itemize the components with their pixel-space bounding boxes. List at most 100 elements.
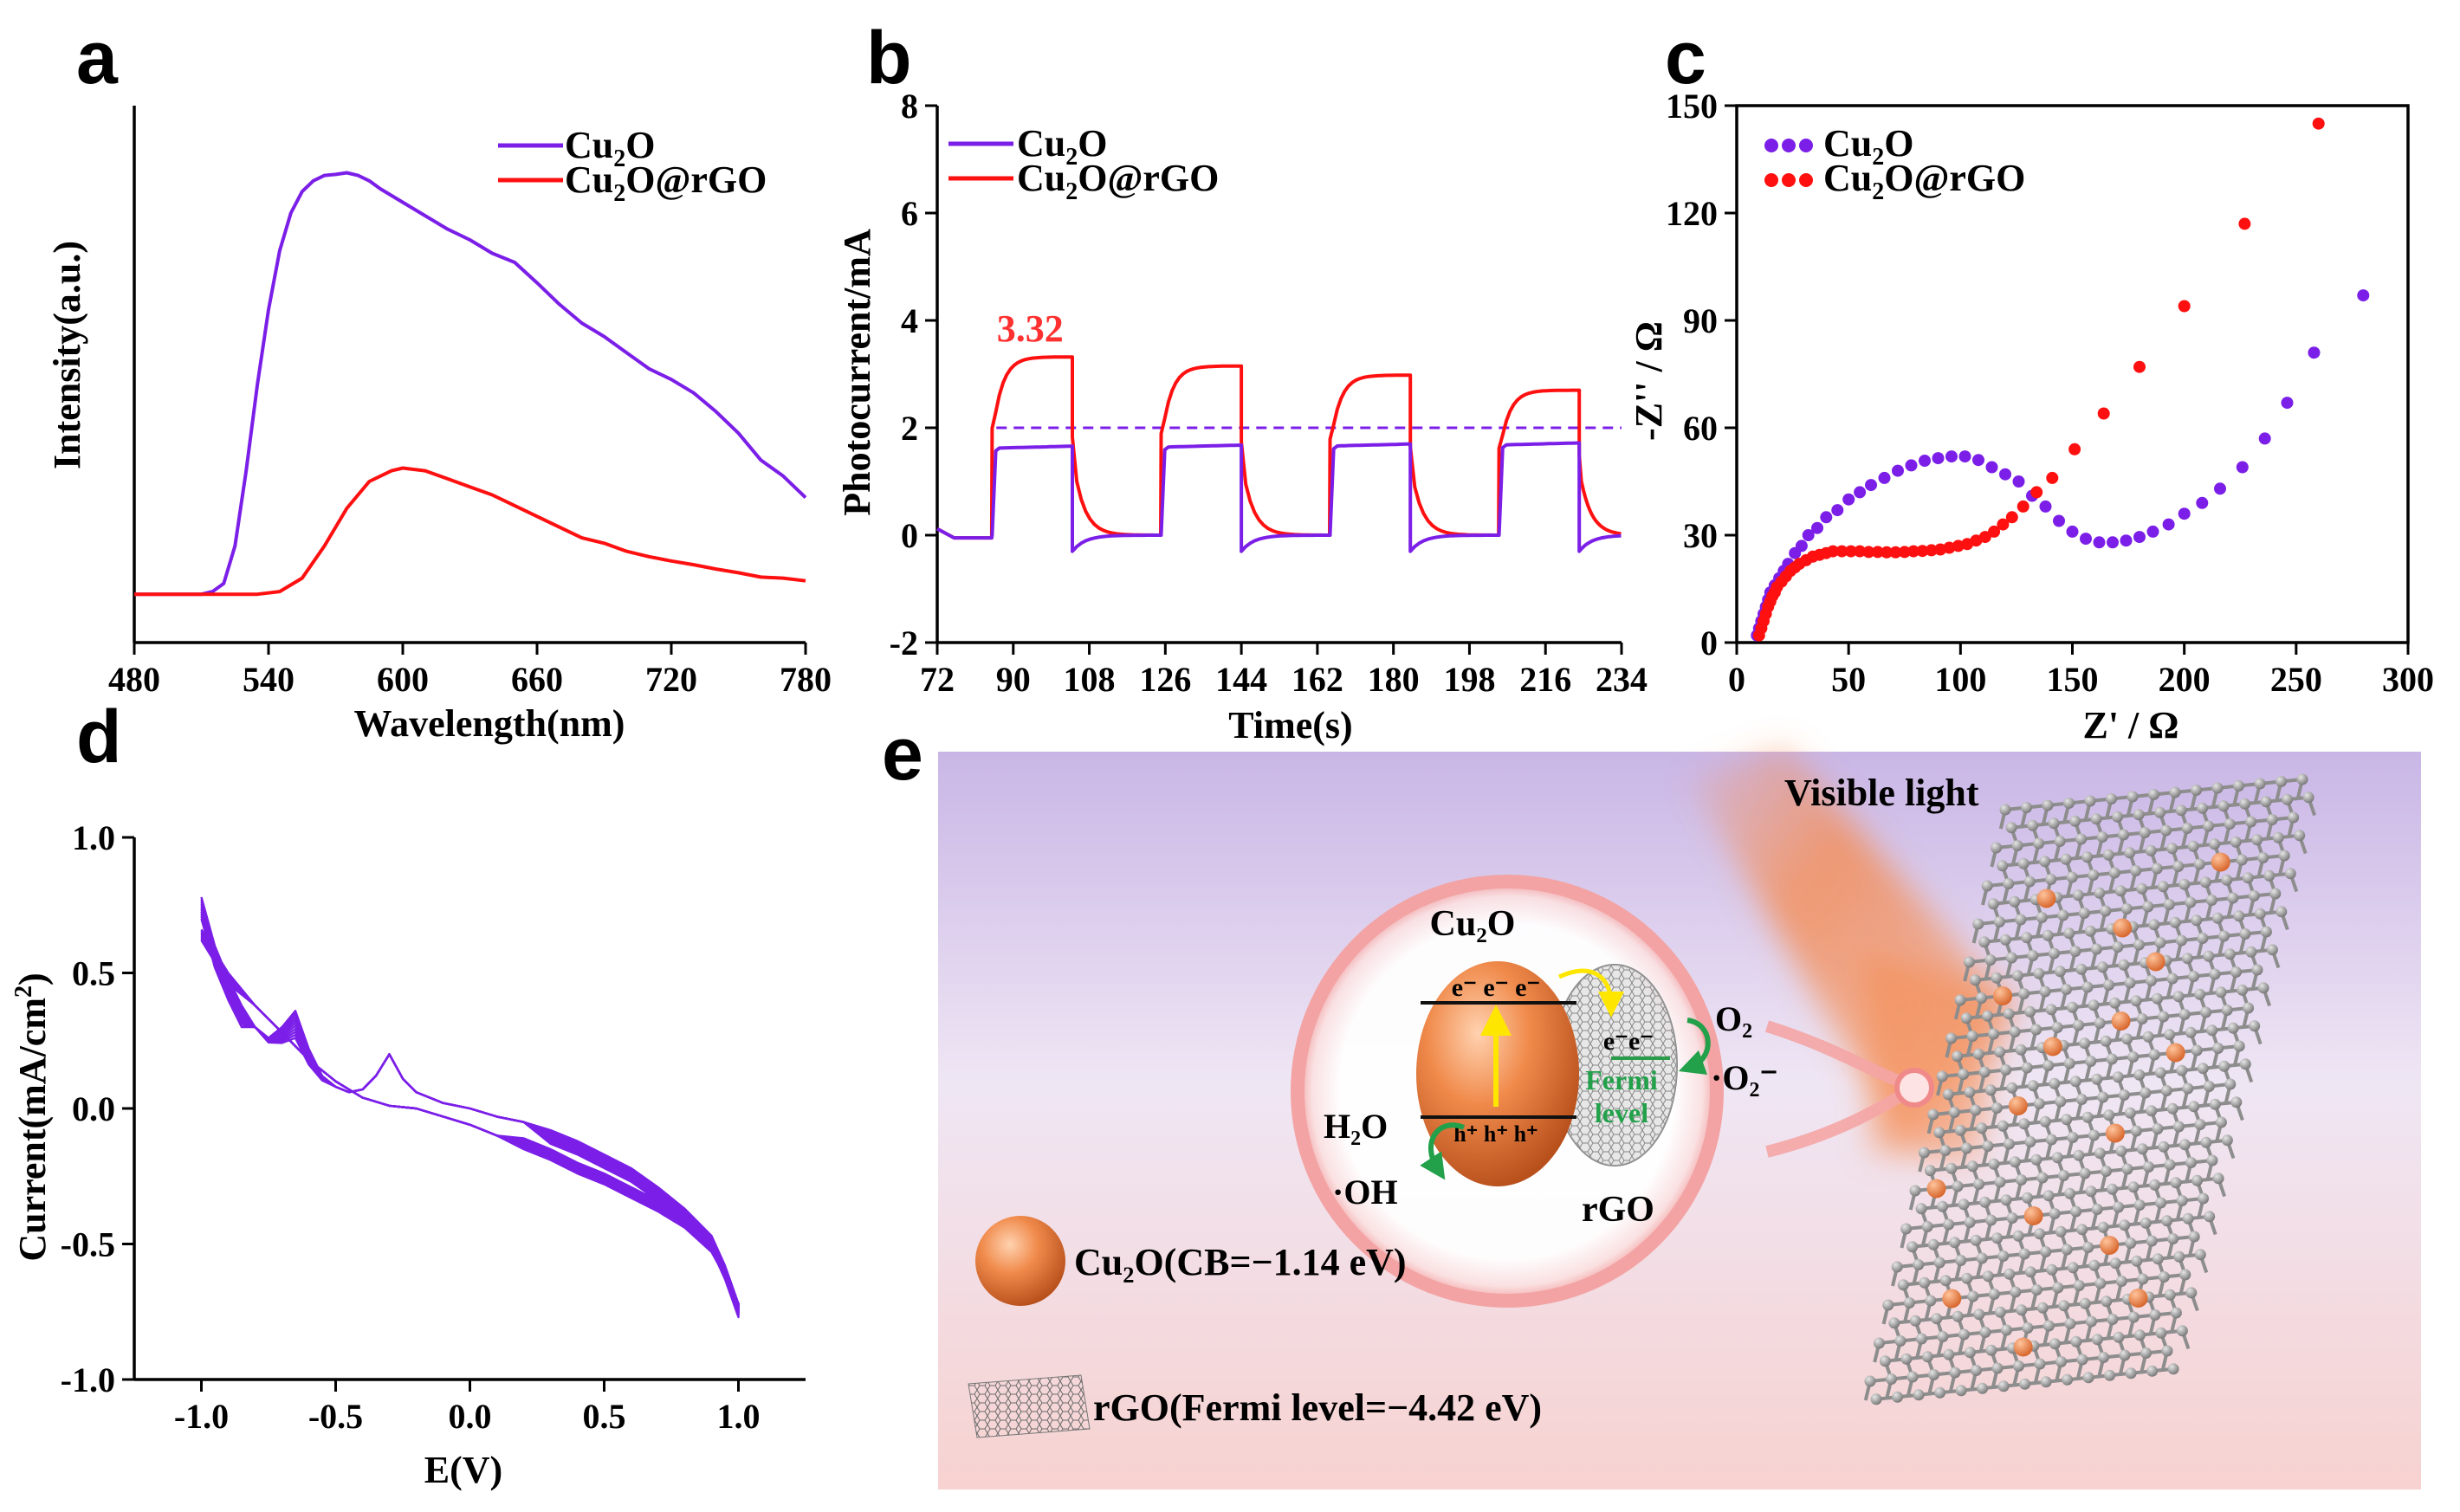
carbon-atom [1988, 1158, 2000, 1170]
carbon-atom [2112, 1071, 2124, 1083]
carbon-atom [1900, 1353, 1913, 1365]
carbon-atom [2049, 1208, 2061, 1219]
carbon-atom [2076, 1354, 2088, 1366]
carbon-atom [2021, 802, 2032, 813]
cu2o-nanoparticle [2113, 918, 2133, 938]
carbon-atom [2221, 1134, 2233, 1147]
carbon-atom [2133, 1069, 2146, 1081]
carbon-atom [2005, 822, 2017, 834]
cb-electrons: e⁻ e⁻ e⁻ [1452, 973, 1540, 1002]
carbon-atom [2113, 1201, 2125, 1213]
carbon-atom [2209, 838, 2221, 850]
carbon-atom [1909, 1315, 1921, 1327]
carbon-atom [1952, 1310, 1964, 1322]
carbon-atom [2193, 858, 2205, 870]
carbon-atom [2054, 966, 2066, 978]
panel-label-a: a [76, 16, 119, 100]
carbon-atom [2094, 1277, 2107, 1289]
carbon-atom [2018, 988, 2030, 999]
y-tick-label: -0.5 [61, 1225, 115, 1264]
x-tick-label: 216 [1519, 660, 1571, 699]
nyquist-point-cu2o [1958, 450, 1971, 463]
carbon-atom [2060, 853, 2072, 865]
rgo-sheet-with-cu2o [1863, 773, 2316, 1405]
y-tick-label: 8 [901, 87, 918, 126]
nyquist-point-cu2o [2107, 536, 2119, 549]
carbon-atom [2239, 928, 2251, 940]
nyquist-point-cu2o-rgo [2097, 407, 2110, 420]
carbon-atom [2209, 1098, 2221, 1110]
carbon-atom [2194, 988, 2206, 1000]
carbon-atom [1879, 1355, 1891, 1367]
carbon-atom [1972, 918, 1984, 930]
carbon-atom [2024, 1005, 2036, 1018]
carbon-atom [2211, 782, 2224, 794]
nyquist-point-cu2o [2093, 536, 2106, 549]
nyquist-point-cu2o-rgo [2068, 443, 2081, 456]
carbon-atom [2176, 1195, 2188, 1206]
cv-cycle [200, 911, 740, 1315]
carbon-atom [2010, 1286, 2022, 1298]
carbon-atom [2146, 1105, 2158, 1117]
carbon-atom [2142, 901, 2154, 913]
cv-cycle [200, 915, 740, 1317]
carbon-atom [2094, 1147, 2106, 1160]
x-tick-label: 72 [920, 660, 955, 699]
carbon-atom [2000, 1064, 2012, 1076]
carbon-atom [2266, 944, 2278, 956]
rgo-legend-sheet [968, 1374, 1091, 1438]
carbon-atom [2136, 1013, 2148, 1024]
carbon-atom [2094, 887, 2106, 899]
carbon-atom [2109, 1257, 2121, 1270]
carbon-atom [2109, 997, 2121, 1009]
panel-b-plot-area: 72 90 108 126 144 162 180 198 216 234 -2 0 2 4 6 8 [890, 87, 1648, 699]
carbon-atom [2124, 977, 2136, 989]
carbon-atom [2124, 847, 2136, 859]
zoom-connector-bottom [1765, 1087, 1909, 1158]
carbon-atom [2081, 1111, 2094, 1123]
carbon-atom [1891, 1261, 1903, 1273]
carbon-atom [1927, 1238, 1939, 1250]
carbon-atom [1897, 1279, 1909, 1291]
carbon-atom [2058, 1170, 2069, 1181]
carbon-atom [2199, 876, 2211, 888]
carbon-atom [2245, 816, 2257, 828]
carbon-atom [2211, 912, 2224, 924]
carbon-atom [2073, 1280, 2085, 1291]
panel-d-cv: -1.0 -0.5 0.0 0.5 1.0 -1.0 -0.5 0.0 0.5 1.0 Curre… [10, 818, 806, 1491]
carbon-atom [2103, 979, 2114, 991]
carbon-atom [2063, 927, 2075, 940]
carbon-atom [2200, 1136, 2212, 1148]
carbon-atom [2067, 1132, 2079, 1143]
carbon-atom [2133, 939, 2145, 951]
carbon-atom [1952, 1180, 1964, 1192]
carbon-atom [2127, 1311, 2140, 1323]
carbon-atom [2061, 1114, 2073, 1126]
carbon-atom [2085, 1186, 2097, 1198]
carbon-atom [2072, 889, 2084, 901]
cv-cycle [200, 913, 740, 1315]
x-tick-label: 108 [1064, 660, 1116, 699]
carbon-atom [2224, 948, 2236, 960]
carbon-atom [2194, 1119, 2206, 1130]
y-tick-label: 0.0 [72, 1089, 115, 1128]
carbon-atom [2146, 1365, 2159, 1377]
carbon-atom [2233, 910, 2245, 922]
carbon-atom [2078, 908, 2090, 919]
carbon-atom [2167, 1233, 2179, 1244]
carbon-atom [1925, 1295, 1937, 1307]
carbon-atom [2169, 786, 2181, 798]
carbon-atom [2000, 1324, 2012, 1336]
carbon-atom [1964, 1217, 1976, 1228]
carbon-atom [2107, 1183, 2119, 1195]
carbon-atom [2081, 851, 2094, 863]
carbon-atom [2096, 961, 2108, 973]
carbon-atom [2027, 950, 2039, 961]
carbon-atom [2100, 905, 2112, 917]
carbon-atom [2069, 815, 2081, 827]
carbon-atom [2034, 1228, 2046, 1240]
carbon-atom [2166, 843, 2178, 855]
carbon-atom [2104, 1369, 2116, 1381]
carbon-atom [1942, 1089, 1954, 1101]
carbon-atom [2157, 881, 2169, 893]
